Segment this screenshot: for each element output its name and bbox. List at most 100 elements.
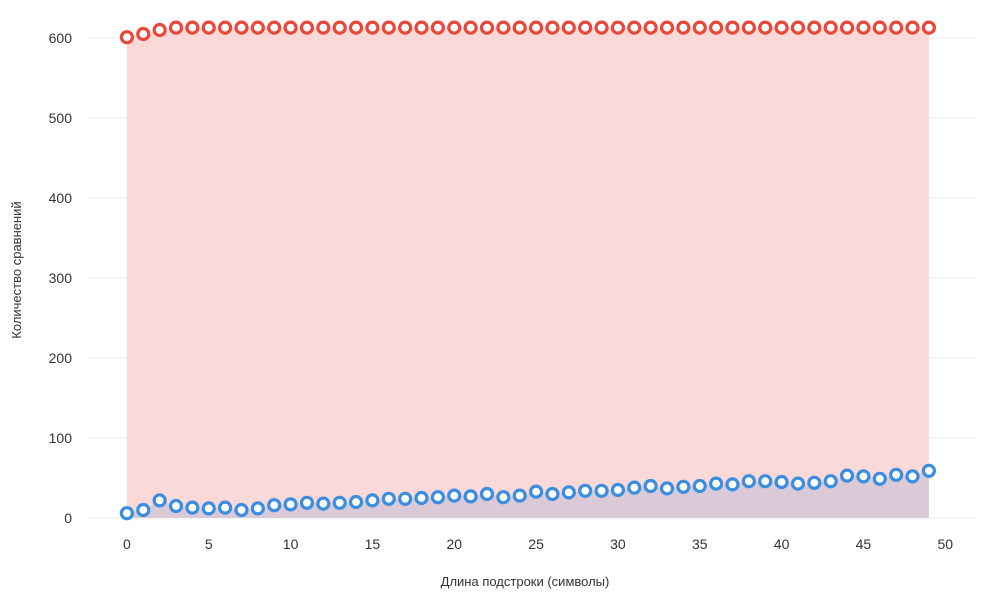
- data-point: [856, 469, 871, 484]
- data-point: [725, 477, 740, 492]
- data-point: [479, 20, 495, 35]
- data-point: [152, 493, 167, 508]
- data-point: [627, 480, 642, 495]
- data-point: [807, 475, 822, 490]
- data-point: [512, 20, 527, 35]
- y-tick-label: 200: [49, 350, 73, 366]
- data-point: [659, 481, 675, 496]
- data-point: [643, 478, 658, 494]
- data-point: [561, 485, 576, 500]
- data-point: [790, 20, 806, 35]
- data-point: [168, 498, 184, 514]
- data-point: [692, 20, 707, 35]
- data-point: [774, 474, 789, 490]
- data-point: [725, 20, 740, 35]
- x-tick-label: 0: [123, 536, 131, 552]
- data-point: [430, 490, 445, 505]
- x-tick-label: 45: [856, 536, 872, 552]
- data-point: [463, 20, 478, 35]
- x-axis-title: Длина подстроки (символы): [441, 574, 610, 589]
- data-point: [381, 491, 396, 506]
- data-point: [545, 486, 560, 502]
- data-point: [398, 491, 413, 506]
- x-tick-label: 5: [205, 536, 213, 552]
- data-point: [594, 483, 609, 498]
- data-point: [627, 20, 642, 35]
- data-point: [709, 476, 724, 491]
- y-axis-ticks: 0 100 200 300 400 500 600: [49, 30, 73, 526]
- x-axis-ticks: 0 5 10 15 20 25 30 35 40 45 50: [123, 536, 953, 552]
- data-point: [152, 22, 167, 38]
- data-point: [889, 467, 904, 482]
- data-points: [119, 20, 936, 521]
- data-point: [267, 20, 282, 35]
- data-point: [185, 500, 200, 515]
- data-point: [119, 506, 135, 521]
- data-point: [250, 501, 265, 516]
- data-point: [168, 20, 184, 35]
- data-point: [283, 20, 298, 35]
- data-point: [332, 495, 347, 510]
- data-point: [872, 20, 887, 35]
- data-point: [709, 20, 724, 35]
- series-area: [126, 27, 929, 518]
- data-point: [528, 20, 544, 35]
- data-point: [659, 20, 675, 35]
- data-point: [790, 476, 806, 491]
- data-point: [299, 20, 315, 35]
- x-tick-label: 35: [692, 536, 708, 552]
- data-point: [463, 489, 478, 504]
- x-tick-label: 25: [528, 536, 544, 552]
- data-point: [692, 478, 707, 494]
- data-point: [201, 501, 216, 516]
- data-point: [381, 20, 396, 35]
- data-point: [921, 463, 936, 478]
- data-point: [545, 20, 560, 35]
- y-tick-label: 100: [49, 430, 73, 446]
- data-point: [119, 30, 135, 45]
- data-point: [741, 474, 756, 489]
- data-point: [758, 474, 773, 489]
- data-point: [578, 483, 593, 498]
- data-point: [398, 20, 413, 35]
- data-point: [905, 20, 920, 35]
- data-point: [136, 502, 151, 518]
- data-point: [839, 20, 855, 35]
- data-point: [283, 497, 298, 512]
- y-tick-label: 600: [49, 30, 73, 46]
- data-point: [365, 20, 380, 35]
- x-tick-label: 30: [610, 536, 626, 552]
- data-point: [414, 20, 429, 35]
- data-point: [512, 488, 527, 503]
- data-point: [561, 20, 576, 35]
- data-point: [643, 20, 658, 35]
- data-point: [839, 468, 855, 483]
- data-point: [610, 20, 626, 35]
- x-tick-label: 40: [774, 536, 790, 552]
- x-tick-label: 20: [446, 536, 462, 552]
- data-point: [185, 20, 200, 35]
- data-point: [447, 20, 462, 35]
- data-point: [201, 20, 216, 35]
- data-point: [921, 20, 936, 35]
- data-point: [267, 498, 282, 513]
- data-point: [234, 502, 249, 518]
- data-point: [332, 20, 347, 35]
- data-point: [496, 20, 511, 35]
- data-point: [299, 495, 315, 510]
- data-point: [856, 20, 871, 35]
- data-point: [316, 20, 331, 35]
- y-tick-label: 500: [49, 110, 73, 126]
- data-point: [414, 490, 429, 506]
- y-tick-label: 400: [49, 190, 73, 206]
- data-point: [774, 20, 789, 35]
- data-point: [136, 26, 151, 42]
- data-point: [872, 471, 887, 486]
- y-tick-label: 300: [49, 270, 73, 286]
- data-point: [234, 20, 249, 35]
- data-point: [365, 493, 380, 508]
- y-axis-title: Количество сравнений: [9, 201, 24, 338]
- data-point: [676, 20, 691, 35]
